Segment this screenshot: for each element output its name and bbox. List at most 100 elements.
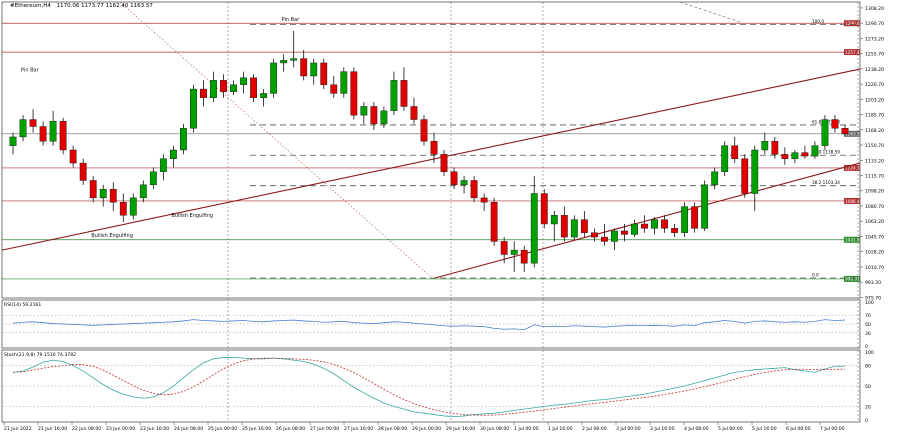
candle-body <box>250 77 257 98</box>
y-tick-label-9: 1150.70 <box>865 143 884 149</box>
x-tick-label-8: 26 Jun 08:00 <box>276 426 305 432</box>
annotation-0: Pin Bar <box>21 68 40 74</box>
candle-body <box>350 71 358 116</box>
fib-label-0: 100.0 <box>812 19 824 24</box>
candle-body <box>49 121 57 142</box>
stoch-tick-label-2: 50 <box>865 384 871 390</box>
x-tick-label-2: 22 Jun 08:00 <box>72 426 101 432</box>
x-tick-label-4: 23 Jun 16:00 <box>140 426 169 432</box>
candle-body <box>801 152 809 157</box>
candle-body <box>550 215 558 225</box>
candle-body <box>560 215 568 238</box>
stochastic-panel: 100 80 50 20 0 Stoch(21,9,8) 79.1516 74.3782 <box>2 350 874 424</box>
x-tick-label-10: 27 Jun 16:00 <box>344 426 373 432</box>
candle-body <box>601 236 608 242</box>
y-tick-label-11: 1115.70 <box>865 174 884 180</box>
stoch-panel-frame <box>1 349 861 423</box>
rsi-tick-label-3: 30 <box>865 331 871 337</box>
candle-body <box>240 77 247 85</box>
x-tick-label-22: 5 Jul 16:00 <box>752 426 777 432</box>
candle-body <box>9 136 17 146</box>
candle-body <box>570 219 578 238</box>
y-tick-label-18: 993.20 <box>865 280 881 286</box>
candle-body <box>731 145 739 159</box>
candle-body <box>811 145 819 157</box>
level-label-bg-4 <box>844 197 860 204</box>
channel-lower-line <box>434 162 861 279</box>
candle-body <box>89 180 97 199</box>
y-tick-label-3: 1255.70 <box>865 52 884 58</box>
annotation-layer: Pin Bar Pin Bar Bullish Engulfing Bullish E… <box>21 17 300 239</box>
candle-body <box>370 106 378 125</box>
x-tick-label-19: 3 Jul 16:00 <box>650 426 675 432</box>
candle-body <box>651 219 658 229</box>
y-tick-label-1: 1290.70 <box>865 21 884 27</box>
y-tick-label-12: 1098.20 <box>865 189 884 195</box>
x-tick-label-17: 2 Jul 08:00 <box>582 426 607 432</box>
x-tick-label-21: 5 Jul 00:00 <box>718 426 743 432</box>
candle-body <box>500 241 508 255</box>
stoch-signal-line <box>12 357 845 416</box>
candle-body <box>320 62 328 85</box>
level-label-3: 1124.39 <box>845 166 863 171</box>
y-tick-label-5: 1220.70 <box>865 82 884 88</box>
candle-body <box>400 80 408 107</box>
trendline-layer <box>1 1 861 279</box>
annotation-1: Pin Bar <box>282 17 301 23</box>
x-tick-label-16: 1 Jul 16:00 <box>548 426 573 432</box>
candle-body <box>180 128 187 151</box>
candle-body <box>330 84 338 94</box>
rsi-tick-label-0: 100 <box>865 300 874 306</box>
candle-body <box>210 80 217 98</box>
candle-body <box>420 119 428 142</box>
candle-body <box>771 141 779 155</box>
x-tick-label-20: 4 Jul 08:00 <box>684 426 709 432</box>
candle-body <box>79 162 87 181</box>
level-label-bg-1 <box>844 49 860 56</box>
candle-body <box>300 58 308 77</box>
stoch-tick-label-0: 100 <box>865 350 874 356</box>
candle-body <box>190 88 197 129</box>
candle-body <box>611 230 618 242</box>
candle-body <box>59 121 67 151</box>
candle-body <box>109 188 117 203</box>
y-tick-label-19: 975.70 <box>865 295 881 301</box>
candle-body <box>841 128 849 135</box>
candle-body <box>390 80 398 112</box>
candle-body <box>530 193 538 264</box>
y-tick-label-2: 1273.20 <box>865 36 884 42</box>
y-tick-label-14: 1063.20 <box>865 219 884 225</box>
y-tick-label-7: 1185.70 <box>865 113 884 119</box>
annotation-3: Bullish Engulfing <box>91 233 133 239</box>
candle-body <box>19 119 27 138</box>
candle-body <box>360 106 368 116</box>
candle-body <box>69 149 77 164</box>
candle-body <box>380 110 388 125</box>
y-tick-label-6: 1203.20 <box>865 97 884 103</box>
candle-body <box>681 206 689 233</box>
x-tick-label-18: 3 Jul 00:00 <box>616 426 641 432</box>
rsi-panel-frame <box>1 299 861 349</box>
level-label-bg-6 <box>844 275 860 282</box>
stoch-main-line <box>12 357 845 418</box>
candle-body <box>430 141 438 155</box>
stoch-tick-label-1: 80 <box>865 364 871 370</box>
x-tick-label-11: 28 Jun 08:00 <box>378 426 407 432</box>
x-tick-label-13: 29 Jun 16:00 <box>446 426 475 432</box>
candle-body <box>200 88 207 98</box>
candle-body <box>129 197 137 216</box>
x-tick-label-7: 25 Jun 16:00 <box>242 426 271 432</box>
x-tick-label-15: 1 Jul 00:00 <box>514 426 539 432</box>
candle-body <box>230 84 237 92</box>
axes-layer: 1308.20 1290.70 1273.20 1255.70 1238.20 1220.… <box>1 1 884 432</box>
candle-body <box>490 202 498 242</box>
level-label-0: 1290.63 <box>845 21 863 26</box>
chart-symbol-label: #Ethereum,H4 1170.06 1173.77 1162.40 116… <box>10 3 153 9</box>
candle-body <box>691 206 699 229</box>
candle-body <box>510 249 518 255</box>
candle-body <box>280 60 288 64</box>
x-tick-label-12: 29 Jun 00:00 <box>412 426 441 432</box>
candle-body <box>520 249 528 264</box>
y-tick-label-0: 1308.20 <box>865 6 884 12</box>
